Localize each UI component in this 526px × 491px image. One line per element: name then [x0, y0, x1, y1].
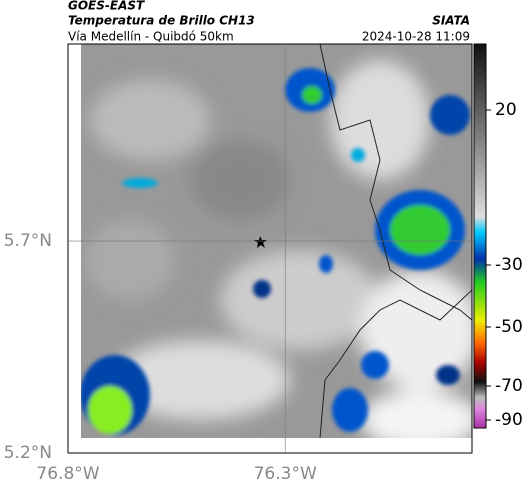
- border: [319, 44, 472, 321]
- colorbar-tick-label: 20: [495, 100, 517, 120]
- location-star: [254, 236, 267, 248]
- source: GOES-EAST: [68, 0, 145, 13]
- map-frame: [67, 43, 473, 454]
- colorbar-tick-label: -90: [495, 410, 523, 430]
- y-tick-label: 5.7°N: [4, 231, 52, 251]
- y-tick-label: 5.2°N: [4, 443, 52, 463]
- agency: SIATA: [432, 14, 470, 28]
- datetime: 2024-10-28 11:09: [362, 30, 470, 44]
- colorbar-tick-label: -50: [495, 317, 523, 337]
- border: [319, 289, 472, 438]
- subtitle: Vía Medellín - Quibdó 50km: [68, 30, 234, 44]
- colorbar: [473, 43, 487, 429]
- satellite-image: [81, 44, 472, 438]
- x-tick-label: 76.8°W: [36, 464, 99, 484]
- colorbar-tick-label: -30: [495, 255, 523, 275]
- colorbar-tick-label: -70: [495, 376, 523, 396]
- x-tick-label: 76.3°W: [254, 464, 317, 484]
- title: Temperatura de Brillo CH13: [68, 14, 255, 28]
